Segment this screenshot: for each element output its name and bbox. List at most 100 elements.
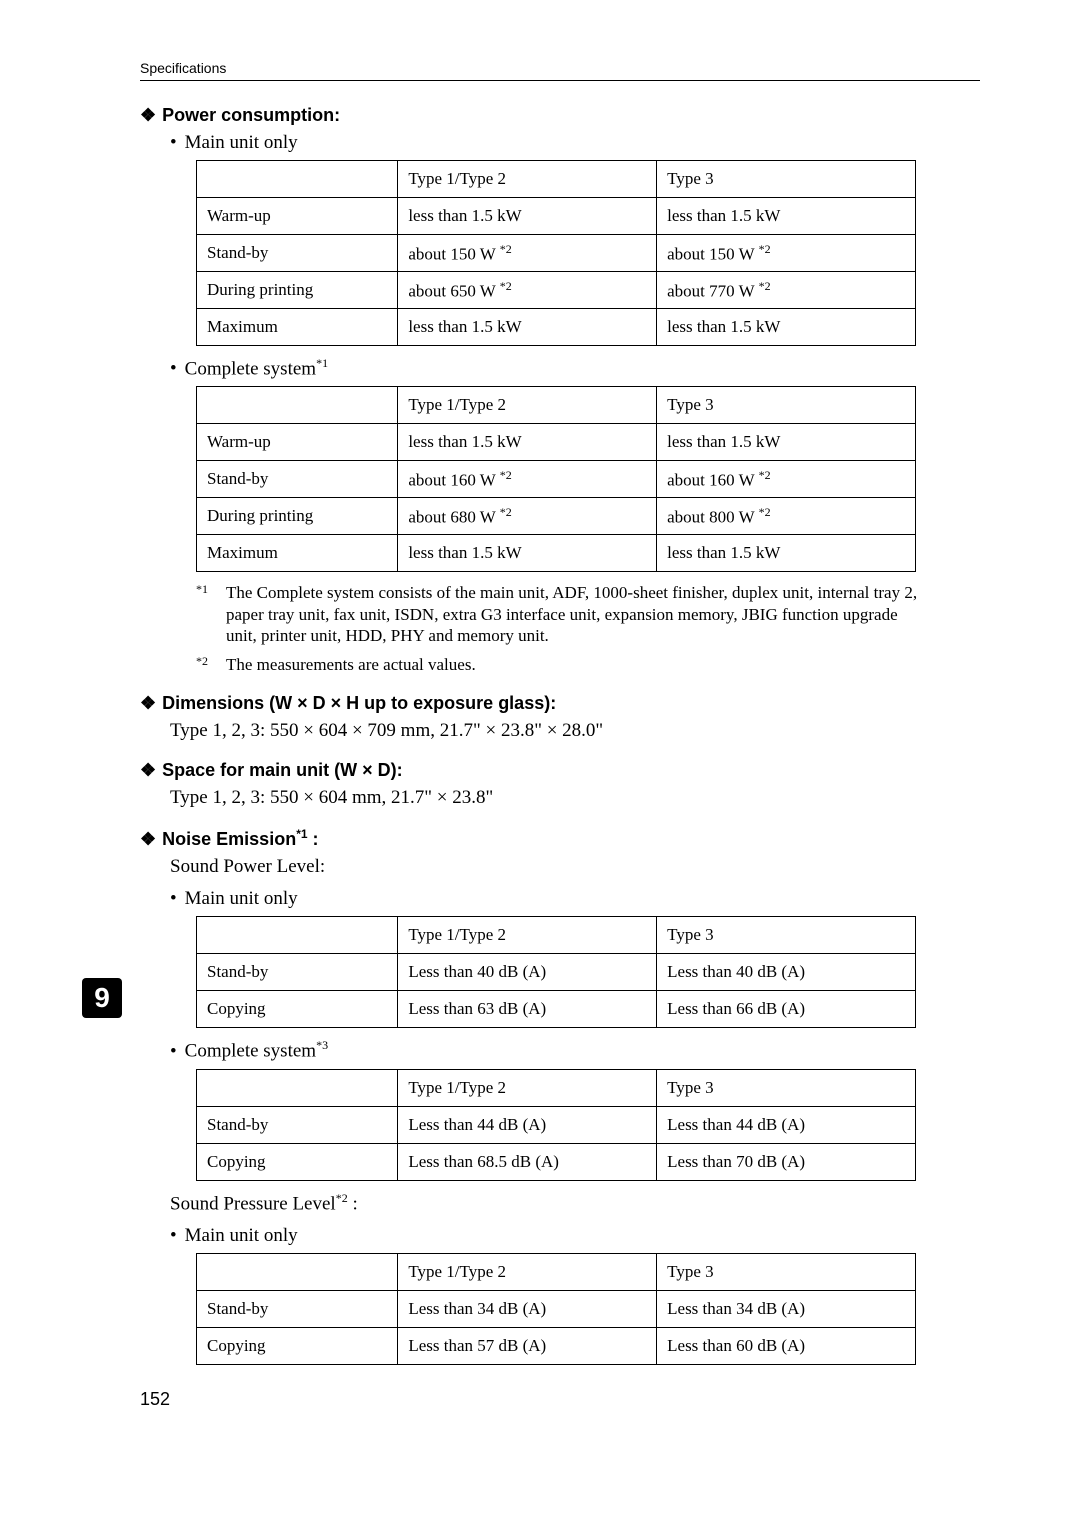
power-bullet-main-text: Main unit only — [185, 132, 298, 153]
section-space-text: Space for main unit (W × D): — [162, 760, 403, 780]
table-cell: Type 3 — [657, 161, 916, 198]
section-power-heading: ❖ Power consumption: — [140, 105, 980, 126]
table-cell — [197, 1253, 398, 1290]
table-cell: Type 3 — [657, 917, 916, 954]
table-row: Warm-upless than 1.5 kWless than 1.5 kW — [197, 198, 916, 235]
noise-sound-pressure-level: Sound Pressure Level*2 : — [170, 1191, 980, 1215]
table-cell: about 150 W *2 — [657, 235, 916, 272]
power-main-table: Type 1/Type 2Type 3Warm-upless than 1.5 … — [196, 160, 916, 346]
table-cell: Stand-by — [197, 235, 398, 272]
table-row: Stand-byabout 160 W *2about 160 W *2 — [197, 461, 916, 498]
table-cell: Type 3 — [657, 1253, 916, 1290]
noise-pressure-text: Sound Pressure Level — [170, 1193, 336, 1214]
table-cell: Less than 40 dB (A) — [657, 954, 916, 991]
noise-bullet-complete-text: Complete system — [185, 1041, 316, 1062]
section-dimensions-heading: ❖ Dimensions (W × D × H up to exposure gl… — [140, 693, 980, 714]
noise-sound-power-level: Sound Power Level: — [170, 856, 980, 878]
power-bullet-complete-text: Complete system — [185, 358, 316, 379]
table-cell: about 150 W *2 — [398, 235, 657, 272]
table-row: CopyingLess than 63 dB (A)Less than 66 d… — [197, 991, 916, 1028]
table-cell: about 800 W *2 — [657, 498, 916, 535]
table-row: CopyingLess than 57 dB (A)Less than 60 d… — [197, 1327, 916, 1364]
table-cell: Maximum — [197, 535, 398, 572]
diamond-icon: ❖ — [140, 105, 156, 126]
table-cell: Stand-by — [197, 1290, 398, 1327]
table-cell: about 160 W *2 — [657, 461, 916, 498]
footnote-1-mark: *1 — [196, 582, 208, 597]
table-cell — [197, 1069, 398, 1106]
footnote-2-text: The measurements are actual values. — [226, 655, 476, 674]
table-cell: about 650 W *2 — [398, 272, 657, 309]
noise-pressure-tail: : — [348, 1193, 358, 1214]
bullet-icon: • — [170, 1225, 177, 1247]
table-cell: Type 1/Type 2 — [398, 1253, 657, 1290]
table-cell: Copying — [197, 1143, 398, 1180]
table-cell: Less than 44 dB (A) — [657, 1106, 916, 1143]
table-cell: less than 1.5 kW — [657, 198, 916, 235]
noise-bullet-main-1: •Main unit only — [170, 888, 980, 910]
table-cell: Stand-by — [197, 954, 398, 991]
table-cell: Type 1/Type 2 — [398, 161, 657, 198]
power-bullet-main: •Main unit only — [170, 132, 980, 154]
table-row: Stand-byLess than 34 dB (A)Less than 34 … — [197, 1290, 916, 1327]
bullet-icon: • — [170, 888, 177, 910]
diamond-icon: ❖ — [140, 693, 156, 714]
section-dimensions-text: Dimensions (W × D × H up to exposure gla… — [162, 693, 556, 713]
bullet-icon: • — [170, 1041, 177, 1063]
noise-bullet-main-2: • Main unit only — [170, 1225, 980, 1247]
footnote-1-text: The Complete system consists of the main… — [226, 583, 917, 645]
table-cell: about 680 W *2 — [398, 498, 657, 535]
table-cell: Stand-by — [197, 461, 398, 498]
table-cell: less than 1.5 kW — [657, 309, 916, 346]
table-cell — [197, 917, 398, 954]
noise-power-main-table: Type 1/Type 2Type 3Stand-byLess than 40 … — [196, 916, 916, 1028]
table-cell: less than 1.5 kW — [657, 535, 916, 572]
bullet-icon: • — [170, 358, 177, 380]
table-row: Maximumless than 1.5 kWless than 1.5 kW — [197, 535, 916, 572]
table-cell: Type 1/Type 2 — [398, 917, 657, 954]
noise-bullet-complete: •Complete system*3 — [170, 1038, 980, 1062]
table-cell: Less than 34 dB (A) — [657, 1290, 916, 1327]
table-cell: less than 1.5 kW — [398, 309, 657, 346]
table-cell: Type 1/Type 2 — [398, 1069, 657, 1106]
table-row: Type 1/Type 2Type 3 — [197, 1069, 916, 1106]
table-cell: Less than 70 dB (A) — [657, 1143, 916, 1180]
table-cell: Less than 63 dB (A) — [398, 991, 657, 1028]
table-row: During printingabout 680 W *2about 800 W… — [197, 498, 916, 535]
page-number: 152 — [140, 1389, 980, 1410]
footnote-2: *2 The measurements are actual values. — [196, 654, 926, 675]
table-cell: about 770 W *2 — [657, 272, 916, 309]
section-power-text: Power consumption: — [162, 105, 340, 125]
table-cell: Type 3 — [657, 1069, 916, 1106]
table-cell: Less than 44 dB (A) — [398, 1106, 657, 1143]
noise-pressure-main-table: Type 1/Type 2Type 3Stand-byLess than 34 … — [196, 1253, 916, 1365]
section-noise-sup: *1 — [296, 827, 307, 841]
table-cell: less than 1.5 kW — [398, 424, 657, 461]
table-cell: about 160 W *2 — [398, 461, 657, 498]
section-noise-tail: : — [308, 829, 319, 849]
table-cell: Less than 66 dB (A) — [657, 991, 916, 1028]
table-row: Stand-byLess than 44 dB (A)Less than 44 … — [197, 1106, 916, 1143]
noise-pressure-sup: *2 — [336, 1191, 348, 1205]
running-head: Specifications — [140, 60, 980, 81]
table-cell: During printing — [197, 498, 398, 535]
table-row: Type 1/Type 2Type 3 — [197, 1253, 916, 1290]
power-bullet-complete: • Complete system*1 — [170, 356, 980, 380]
table-cell: Less than 40 dB (A) — [398, 954, 657, 991]
table-cell: Type 1/Type 2 — [398, 387, 657, 424]
table-cell: Stand-by — [197, 1106, 398, 1143]
noise-bullet-main-2-text: Main unit only — [185, 1225, 298, 1246]
table-cell: Type 3 — [657, 387, 916, 424]
table-cell: less than 1.5 kW — [398, 198, 657, 235]
table-cell: Less than 34 dB (A) — [398, 1290, 657, 1327]
footnote-2-mark: *2 — [196, 654, 208, 669]
space-body: Type 1, 2, 3: 550 × 604 mm, 21.7" × 23.8… — [170, 787, 980, 809]
section-noise-heading: ❖Noise Emission*1 : — [140, 827, 980, 850]
table-cell: Warm-up — [197, 424, 398, 461]
table-cell: Copying — [197, 1327, 398, 1364]
table-cell: Copying — [197, 991, 398, 1028]
table-cell: less than 1.5 kW — [657, 424, 916, 461]
power-bullet-complete-sup: *1 — [316, 356, 328, 370]
diamond-icon: ❖ — [140, 760, 156, 781]
noise-power-complete-table: Type 1/Type 2Type 3Stand-byLess than 44 … — [196, 1069, 916, 1181]
